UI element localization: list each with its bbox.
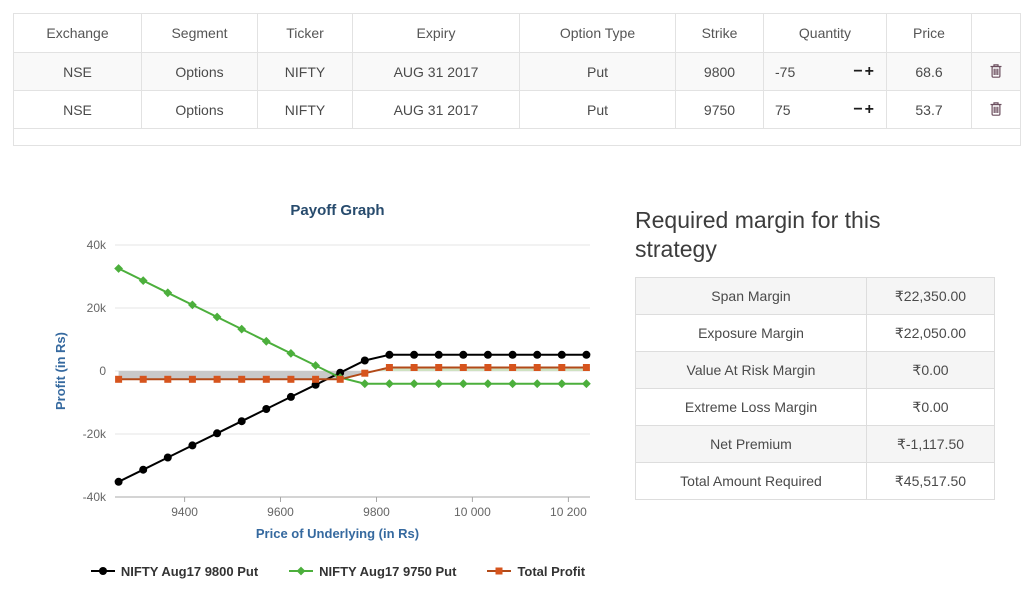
quantity-increase-button[interactable]: + <box>864 62 874 80</box>
trash-icon <box>990 64 1002 78</box>
legend-item-9750-put[interactable]: NIFTY Aug17 9750 Put <box>288 564 456 579</box>
quantity-cell: -75 − + <box>763 52 887 91</box>
svg-text:-40k: -40k <box>83 490 107 504</box>
margin-value: ₹0.00 <box>866 388 995 426</box>
margin-row: Exposure Margin ₹22,050.00 <box>635 314 995 352</box>
legend-circle-marker-icon <box>90 567 115 575</box>
positions-table: Exchange Segment Ticker Expiry Option Ty… <box>13 13 1021 146</box>
header-quantity: Quantity <box>763 13 887 53</box>
legend-item-9800-put[interactable]: NIFTY Aug17 9800 Put <box>90 564 258 579</box>
quantity-value: 75 <box>775 101 791 118</box>
legend-label: Total Profit <box>517 563 586 579</box>
margin-value: ₹-1,117.50 <box>866 425 995 463</box>
svg-text:40k: 40k <box>87 238 107 252</box>
x-axis-title: Price of Underlying (in Rs) <box>255 526 420 541</box>
svg-text:10 000: 10 000 <box>454 505 491 519</box>
margin-label: Total Amount Required <box>635 462 867 500</box>
y-axis-title: Profit (in Rs) <box>53 332 68 410</box>
positions-footer-strip <box>13 128 1021 146</box>
quantity-increase-button[interactable]: + <box>864 100 874 118</box>
quantity-decrease-button[interactable]: − <box>853 62 863 80</box>
exchange-cell: NSE <box>13 90 142 129</box>
svg-text:20k: 20k <box>87 301 107 315</box>
quantity-value: -75 <box>775 63 796 80</box>
margin-value: ₹0.00 <box>866 351 995 389</box>
margin-label: Net Premium <box>635 425 867 463</box>
ticker-cell: NIFTY <box>257 52 353 91</box>
quantity-stepper: − + <box>852 100 875 118</box>
header-strike: Strike <box>675 13 764 53</box>
payoff-chart: Payoff Graph Profit (in Rs) 40k 20k 0 -20k -… <box>53 202 610 579</box>
legend-square-marker-icon <box>487 567 512 575</box>
header-expiry: Expiry <box>352 13 520 53</box>
price-cell: 53.7 <box>886 90 972 129</box>
positions-table-container: Exchange Segment Ticker Expiry Option Ty… <box>13 13 1021 146</box>
quantity-stepper: − + <box>852 62 875 80</box>
header-price: Price <box>886 13 972 53</box>
positions-header-row: Exchange Segment Ticker Expiry Option Ty… <box>13 13 1021 53</box>
margin-panel-title: Required margin for this strategy <box>635 207 881 262</box>
legend-diamond-marker-icon <box>289 566 314 576</box>
margin-label: Span Margin <box>635 277 867 315</box>
ticker-cell: NIFTY <box>257 90 353 129</box>
legend-label: NIFTY Aug17 9750 Put <box>319 563 457 579</box>
chart-title: Payoff Graph <box>290 202 385 219</box>
option-type-cell: Put <box>519 52 676 91</box>
margin-value: ₹22,050.00 <box>866 314 995 352</box>
segment-cell: Options <box>141 52 258 91</box>
actions-cell <box>971 90 1021 129</box>
position-row-1: NSE Options NIFTY AUG 31 2017 Put 9800 -… <box>13 52 1021 91</box>
margin-label: Extreme Loss Margin <box>635 388 867 426</box>
strike-cell: 9800 <box>675 52 764 91</box>
position-row-2: NSE Options NIFTY AUG 31 2017 Put 9750 7… <box>13 90 1021 129</box>
svg-text:-20k: -20k <box>83 427 107 441</box>
option-type-cell: Put <box>519 90 676 129</box>
header-option-type: Option Type <box>519 13 676 53</box>
legend-item-total-profit[interactable]: Total Profit <box>486 564 585 579</box>
header-ticker: Ticker <box>257 13 353 53</box>
margin-row: Value At Risk Margin ₹0.00 <box>635 351 995 389</box>
svg-text:9800: 9800 <box>363 505 390 519</box>
svg-text:0: 0 <box>99 364 106 378</box>
strike-cell: 9750 <box>675 90 764 129</box>
margin-row: Extreme Loss Margin ₹0.00 <box>635 388 995 426</box>
price-cell: 68.6 <box>886 52 972 91</box>
margin-value: ₹45,517.50 <box>866 462 995 500</box>
margin-row: Total Amount Required ₹45,517.50 <box>635 462 995 500</box>
svg-text:10 200: 10 200 <box>550 505 587 519</box>
svg-text:9400: 9400 <box>171 505 198 519</box>
header-actions <box>971 13 1021 53</box>
margin-value: ₹22,350.00 <box>866 277 995 315</box>
exchange-cell: NSE <box>13 52 142 91</box>
legend-label: NIFTY Aug17 9800 Put <box>120 563 259 579</box>
actions-cell <box>971 52 1021 91</box>
margin-row: Span Margin ₹22,350.00 <box>635 277 995 315</box>
header-exchange: Exchange <box>13 13 142 53</box>
svg-text:9600: 9600 <box>267 505 294 519</box>
delete-row-button[interactable] <box>987 61 1005 81</box>
margin-label: Exposure Margin <box>635 314 867 352</box>
quantity-cell: 75 − + <box>763 90 887 129</box>
segment-cell: Options <box>141 90 258 129</box>
trash-icon <box>990 102 1002 116</box>
chart-legend: NIFTY Aug17 9800 Put NIFTY Aug17 9750 Pu… <box>65 563 610 579</box>
delete-row-button[interactable] <box>987 99 1005 119</box>
margin-row: Net Premium ₹-1,117.50 <box>635 425 995 463</box>
margin-label: Value At Risk Margin <box>635 351 867 389</box>
header-segment: Segment <box>141 13 258 53</box>
quantity-decrease-button[interactable]: − <box>853 100 863 118</box>
expiry-cell: AUG 31 2017 <box>352 52 520 91</box>
margin-table: Span Margin ₹22,350.00 Exposure Margin ₹… <box>635 277 995 500</box>
payoff-plot: 40k 20k 0 -20k -40k 9400 9600 9800 10 000 10 200 <box>83 238 591 519</box>
expiry-cell: AUG 31 2017 <box>352 90 520 129</box>
margin-panel: Required margin for this strategy Span M… <box>635 206 995 500</box>
